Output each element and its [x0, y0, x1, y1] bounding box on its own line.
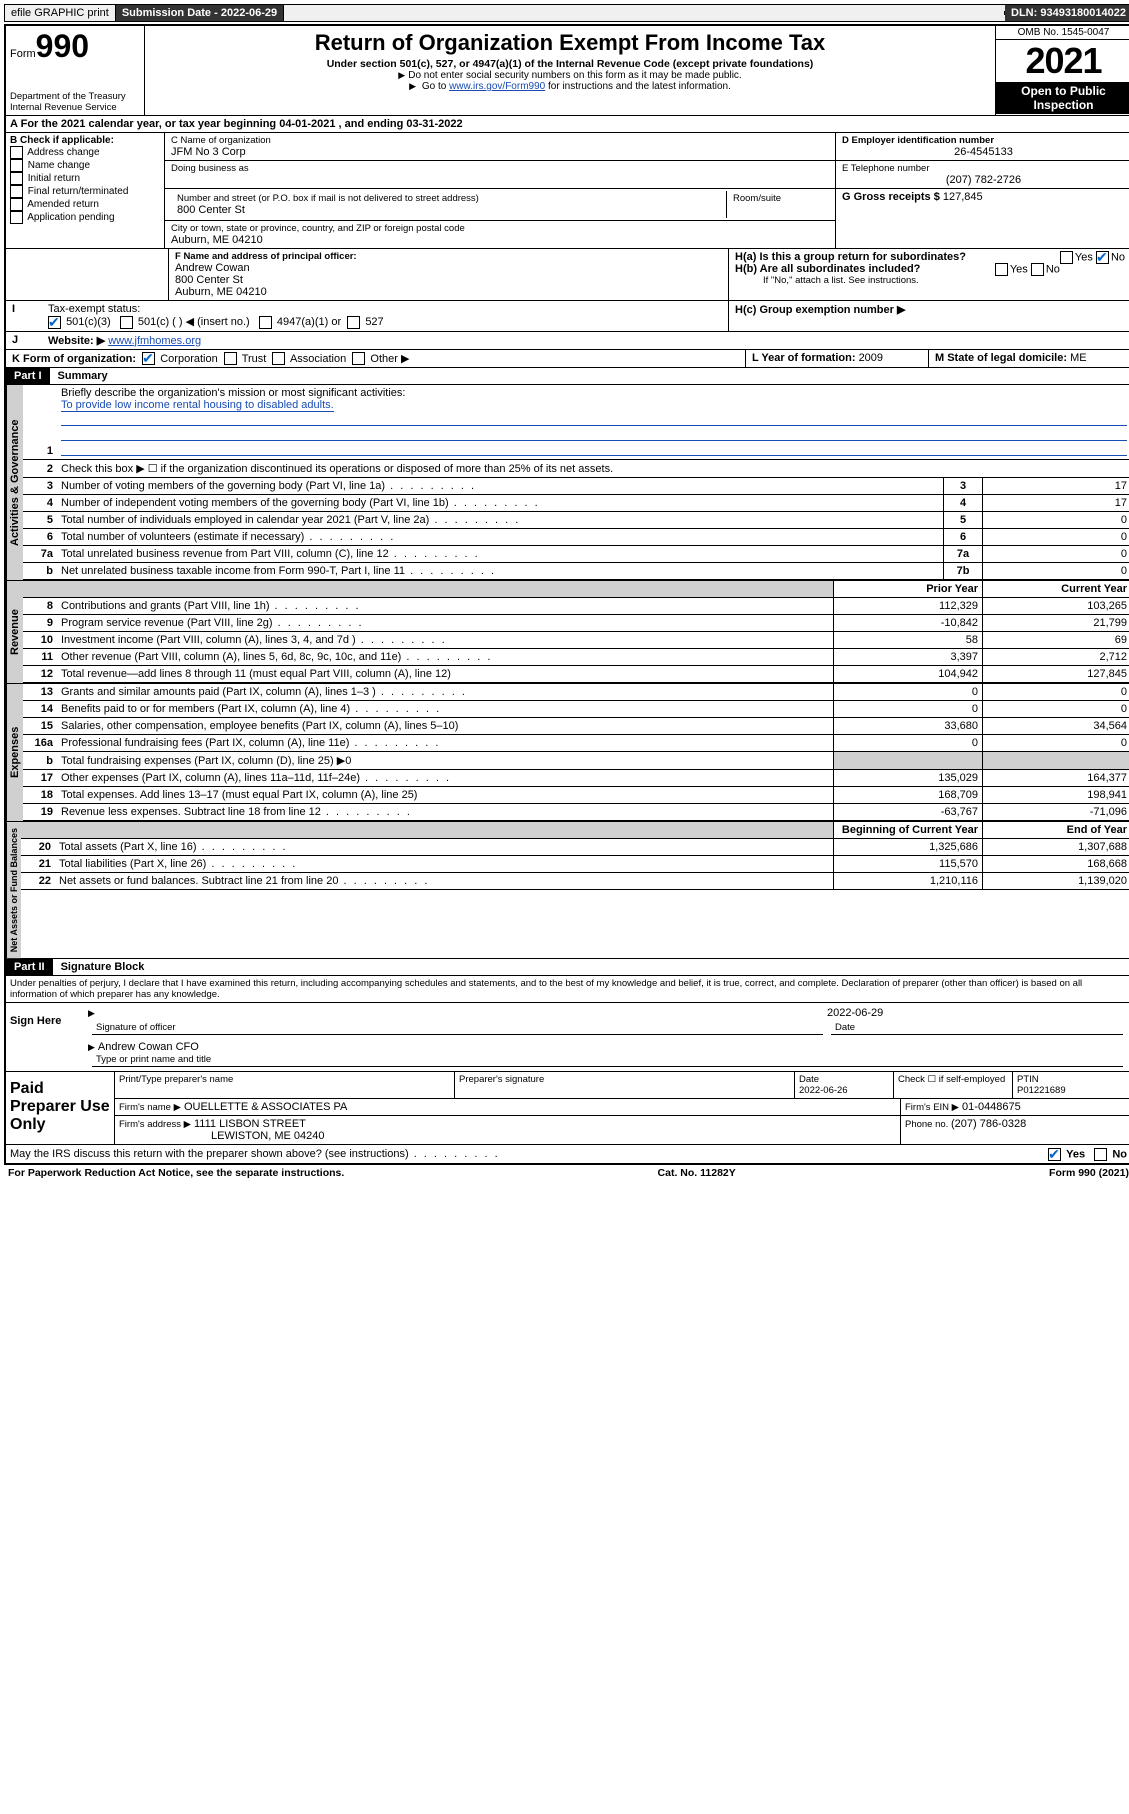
chk-other[interactable]: [352, 352, 365, 365]
ptin: P01221689: [1017, 1085, 1066, 1096]
chk-corp[interactable]: [142, 352, 155, 365]
gross-receipts: 127,845: [943, 191, 983, 203]
chk-name-change[interactable]: [10, 159, 23, 172]
section-expenses: Expenses 13Grants and similar amounts pa…: [6, 684, 1129, 822]
mission-text: To provide low income rental housing to …: [61, 399, 334, 412]
chk-ha-no[interactable]: [1096, 251, 1109, 264]
vtab-expenses: Expenses: [6, 684, 23, 821]
chk-app-pending[interactable]: [10, 211, 23, 224]
section-bcdeg: B Check if applicable: Address change Na…: [6, 133, 1129, 249]
line7a-val: 0: [983, 546, 1129, 563]
vtab-governance: Activities & Governance: [6, 385, 23, 580]
form-container: Form990 Department of the Treasury Inter…: [4, 24, 1129, 1165]
ein: 26-4545133: [842, 146, 1125, 158]
chk-501c3[interactable]: [48, 316, 61, 329]
page-footer: For Paperwork Reduction Act Notice, see …: [4, 1165, 1129, 1181]
officer-printed-name: Andrew Cowan CFO: [88, 1041, 1127, 1053]
chk-527[interactable]: [347, 316, 360, 329]
section-net-assets: Net Assets or Fund Balances Beginning of…: [6, 822, 1129, 959]
box-f: F Name and address of principal officer:…: [169, 249, 729, 300]
row-j: J Website: ▶ www.jfmhomes.org: [6, 332, 1129, 350]
state-domicile: ME: [1070, 352, 1087, 364]
chk-discuss-no[interactable]: [1094, 1148, 1107, 1161]
year-formation: 2009: [859, 352, 883, 364]
box-b: B Check if applicable: Address change Na…: [6, 133, 165, 248]
sign-here-section: Sign Here Signature of officer 2022-06-2…: [6, 1003, 1129, 1072]
box-h: H(a) Is this a group return for subordin…: [729, 249, 1129, 300]
chk-4947[interactable]: [259, 316, 272, 329]
officer-name: Andrew Cowan: [175, 262, 722, 274]
chk-hb-no[interactable]: [1031, 263, 1044, 276]
vtab-net-assets: Net Assets or Fund Balances: [6, 822, 21, 958]
prep-date: 2022-06-26: [799, 1085, 848, 1096]
irs-link[interactable]: www.irs.gov/Form990: [449, 81, 545, 92]
section-fh: F Name and address of principal officer:…: [6, 249, 1129, 301]
dept-label: Department of the Treasury: [10, 91, 140, 102]
sign-date: 2022-06-29: [827, 1007, 1127, 1021]
row-a-tax-year: A For the 2021 calendar year, or tax yea…: [6, 116, 1129, 133]
firm-address: 1111 LISBON STREET: [194, 1118, 306, 1130]
street-address: 800 Center St: [177, 204, 720, 216]
paid-preparer-section: Paid Preparer Use Only Print/Type prepar…: [6, 1072, 1129, 1145]
form-header: Form990 Department of the Treasury Inter…: [6, 26, 1129, 116]
efile-label: efile GRAPHIC print: [5, 5, 116, 21]
row-i: I Tax-exempt status: 501(c)(3) 501(c) ( …: [6, 301, 1129, 332]
section-governance: Activities & Governance 1 Briefly descri…: [6, 385, 1129, 581]
discuss-row: May the IRS discuss this return with the…: [6, 1145, 1129, 1163]
vtab-revenue: Revenue: [6, 581, 23, 683]
form-title: Return of Organization Exempt From Incom…: [153, 30, 987, 56]
penalty-statement: Under penalties of perjury, I declare th…: [6, 976, 1129, 1003]
box-c: C Name of organization JFM No 3 Corp Doi…: [165, 133, 835, 248]
section-revenue: Revenue Prior YearCurrent Year 8Contribu…: [6, 581, 1129, 684]
chk-address-change[interactable]: [10, 146, 23, 159]
ssn-note: Do not enter social security numbers on …: [153, 70, 987, 81]
website-link[interactable]: www.jfmhomes.org: [108, 335, 201, 347]
chk-initial-return[interactable]: [10, 172, 23, 185]
goto-note: Go to www.irs.gov/Form990 for instructio…: [153, 81, 987, 92]
submission-date-btn[interactable]: Submission Date - 2022-06-29: [116, 5, 284, 21]
top-bar: efile GRAPHIC print Submission Date - 20…: [4, 4, 1129, 22]
chk-ha-yes[interactable]: [1060, 251, 1073, 264]
line7b-val: 0: [983, 563, 1129, 580]
chk-hb-yes[interactable]: [995, 263, 1008, 276]
part2-header: Part II Signature Block: [6, 959, 1129, 976]
line5-val: 0: [983, 512, 1129, 529]
line6-val: 0: [983, 529, 1129, 546]
chk-discuss-yes[interactable]: [1048, 1148, 1061, 1161]
open-inspection: Open to Public Inspection: [996, 82, 1129, 114]
signature-line[interactable]: Signature of officer: [92, 1021, 823, 1035]
form-number: 990: [36, 28, 89, 64]
chk-final-return[interactable]: [10, 185, 23, 198]
chk-amended[interactable]: [10, 198, 23, 211]
chk-trust[interactable]: [224, 352, 237, 365]
phone: (207) 782-2726: [842, 174, 1125, 186]
chk-assoc[interactable]: [272, 352, 285, 365]
chk-501c[interactable]: [120, 316, 133, 329]
tax-year: 2021: [996, 40, 1129, 82]
dln-label: DLN: 93493180014022: [1005, 5, 1129, 21]
box-deg: D Employer identification number 26-4545…: [835, 133, 1129, 248]
city-state-zip: Auburn, ME 04210: [171, 234, 829, 246]
form-subtitle: Under section 501(c), 527, or 4947(a)(1)…: [153, 58, 987, 70]
box-hc: H(c) Group exemption number ▶: [729, 301, 1129, 331]
line4-val: 17: [983, 495, 1129, 512]
firm-ein: 01-0448675: [962, 1101, 1021, 1113]
irs-label: Internal Revenue Service: [10, 102, 140, 113]
part1-header: Part I Summary: [6, 368, 1129, 385]
omb-number: OMB No. 1545-0047: [996, 26, 1129, 40]
row-klm: K Form of organization: Corporation Trus…: [6, 350, 1129, 369]
firm-phone: (207) 786-0328: [951, 1118, 1026, 1130]
line3-val: 17: [983, 478, 1129, 495]
firm-name: OUELLETTE & ASSOCIATES PA: [184, 1101, 347, 1113]
org-name: JFM No 3 Corp: [171, 146, 829, 158]
